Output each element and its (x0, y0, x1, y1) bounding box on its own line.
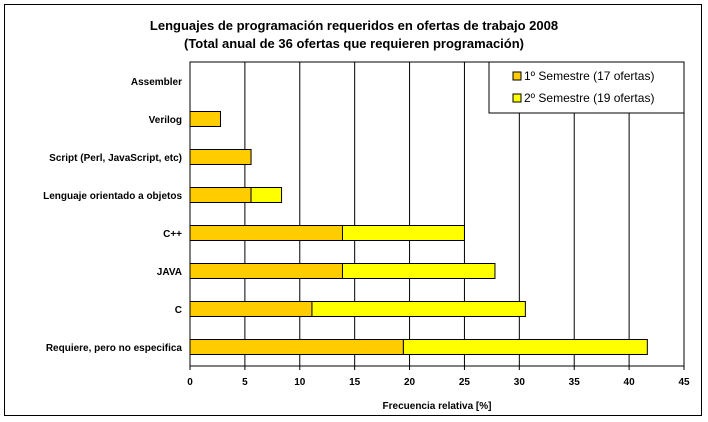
x-tick-label: 15 (349, 377, 361, 388)
x-tick-label: 20 (404, 377, 416, 388)
bar-1 (189, 301, 313, 317)
y-tick-label: Lenguaje orientado a objetos (43, 191, 182, 202)
bar-2 (402, 339, 648, 355)
y-tick-label: C (175, 305, 182, 316)
legend-swatch (512, 71, 522, 81)
bar-1 (189, 225, 343, 241)
x-tick-label: 0 (187, 377, 193, 388)
x-tick-label: 35 (569, 377, 581, 388)
plot-area (189, 61, 685, 367)
bar-1 (189, 111, 222, 127)
y-tick-label: C++ (163, 229, 182, 240)
legend-label: 2º Semestre (19 ofertas) (524, 91, 654, 105)
x-tick-label: 45 (678, 377, 690, 388)
x-tick-label: 10 (294, 377, 306, 388)
y-tick-label: JAVA (157, 267, 182, 278)
bar-1 (189, 263, 343, 279)
bar-1 (189, 187, 252, 203)
x-axis-label: Frecuencia relativa [%] (383, 401, 492, 412)
legend-swatch (512, 93, 522, 103)
x-tick-label: 40 (624, 377, 636, 388)
x-tick-label: 25 (459, 377, 471, 388)
bar-2 (341, 225, 465, 241)
chart-border (4, 4, 702, 416)
legend-label: 1º Semestre (17 ofertas) (524, 69, 654, 83)
bar-2 (341, 263, 496, 279)
y-tick-label: Assembler (131, 77, 182, 88)
y-tick-label: Verilog (149, 115, 182, 126)
bar-2 (311, 301, 526, 317)
x-tick-label: 30 (514, 377, 526, 388)
bar-1 (189, 149, 252, 165)
bar-2 (250, 187, 283, 203)
bar-1 (189, 339, 404, 355)
chart-subtitle: (Total anual de 36 ofertas que requieren… (184, 36, 524, 51)
chart-title: Lenguajes de programación requeridos en … (150, 18, 558, 33)
y-tick-label: Requiere, pero no especifica (46, 343, 183, 354)
legend (488, 61, 685, 114)
x-tick-label: 5 (242, 377, 248, 388)
y-tick-label: Script (Perl, JavaScript, etc) (49, 153, 182, 164)
